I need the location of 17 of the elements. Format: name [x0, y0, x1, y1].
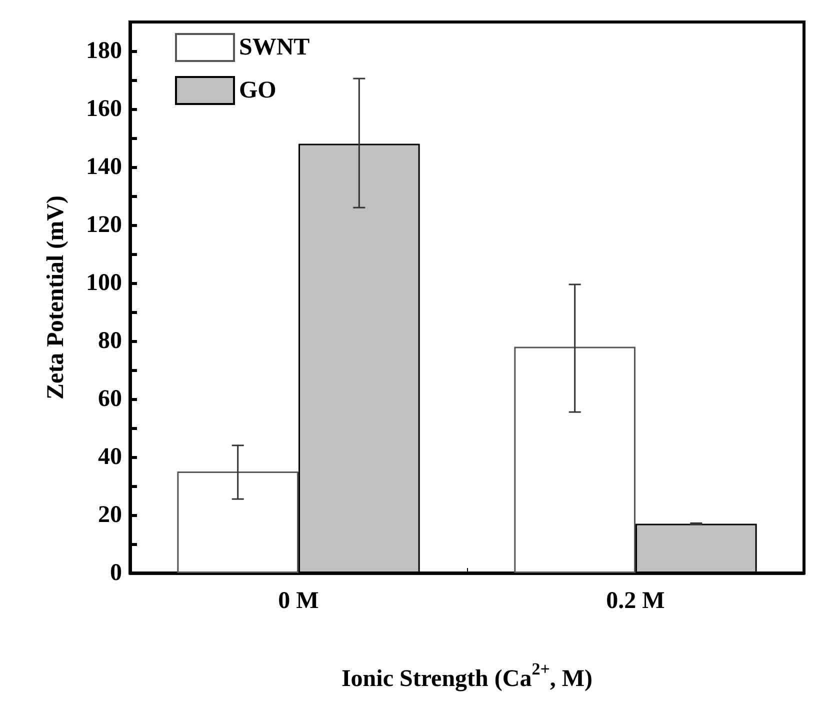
y-tick-label: 140 — [86, 154, 122, 180]
y-tick-label: 80 — [98, 328, 122, 354]
y-tick-label: 40 — [98, 444, 122, 470]
x-tick-label: 0 M — [278, 588, 319, 614]
y-tick-label: 0 — [110, 560, 122, 586]
y-tick-label: 160 — [86, 96, 122, 122]
y-tick-label: 20 — [98, 502, 122, 528]
y-tick-label: 100 — [86, 270, 122, 296]
y-tick-label: 180 — [86, 38, 122, 64]
y-tick-label: 120 — [86, 212, 122, 238]
y-axis-title: Zeta Potential (mV) — [43, 196, 69, 400]
legend-label: SWNT — [239, 34, 310, 60]
y-tick-label: 60 — [98, 386, 122, 412]
bar — [514, 346, 636, 573]
bar — [177, 472, 298, 573]
legend-label: GO — [239, 78, 276, 104]
x-tick-label: 0.2 M — [606, 588, 665, 614]
